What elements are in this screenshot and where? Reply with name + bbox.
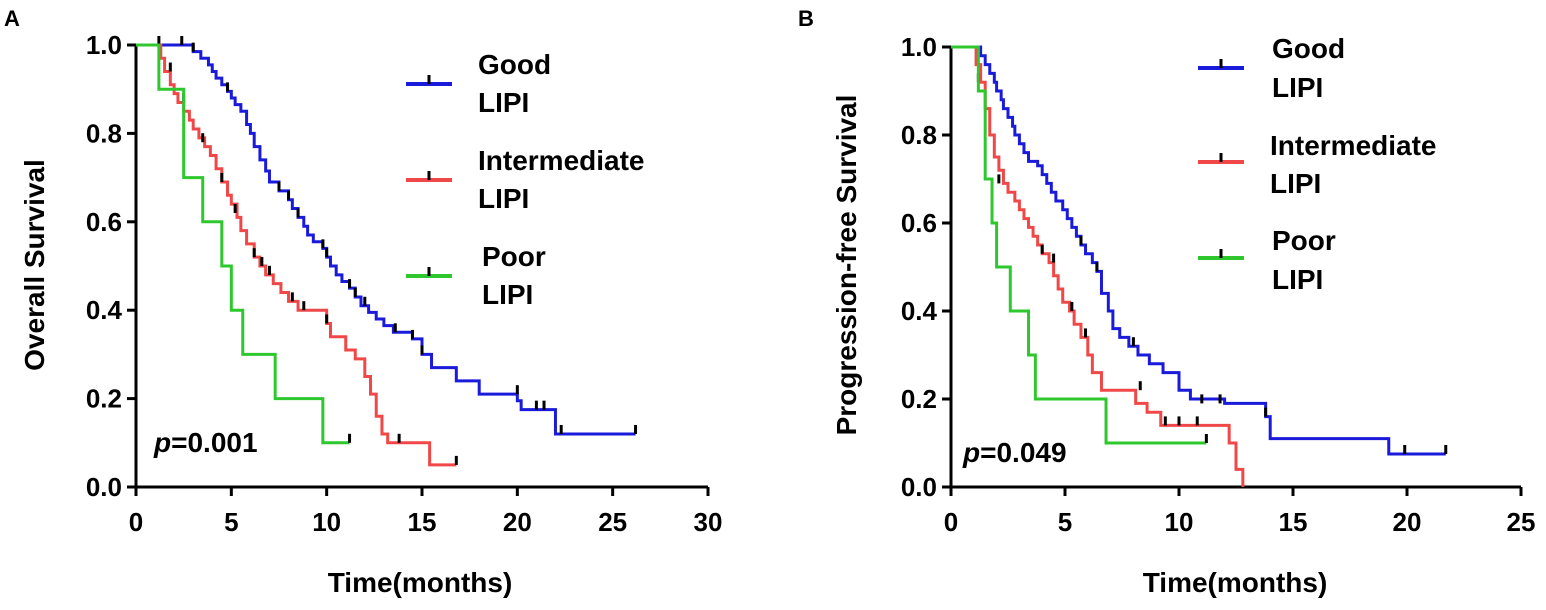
- legend-b-poor-label-2: LIPI: [1272, 264, 1323, 295]
- panel-b-xlabel: Time(months): [1143, 567, 1328, 598]
- legend-a-poor-label-2: LIPI: [482, 279, 533, 310]
- panel-b-plot: 0.0 0.2 0.4 0.6 0.8 1.0 0 5 10 15 20 25: [901, 32, 1536, 537]
- panel-b-letter: B: [798, 6, 814, 31]
- y-tick-label: 0.2: [901, 384, 937, 414]
- legend-b-good-swatch: [1198, 59, 1244, 70]
- x-tick-label: 15: [408, 507, 437, 537]
- x-tick-label: 5: [224, 507, 238, 537]
- panel-a-ylabel: Overall Survival: [19, 159, 50, 371]
- legend-a-good-swatch: [406, 75, 452, 86]
- panel-b-p-label: p: [962, 437, 980, 468]
- x-tick-label: 5: [1058, 507, 1072, 537]
- panel-a-legend: Good LIPI Intermediate LIPI Poor LIPI: [406, 49, 645, 310]
- legend-a-good-label-1: Good: [478, 49, 551, 80]
- y-tick-label: 0.4: [86, 295, 123, 325]
- survival-curve-good: [951, 45, 1446, 456]
- x-tick-label: 25: [598, 507, 627, 537]
- legend-a-good-label-2: LIPI: [478, 87, 529, 118]
- legend-a-intermediate-label-1: Intermediate: [478, 145, 645, 176]
- survival-curve-poor: [136, 43, 350, 445]
- x-tick-label: 0: [129, 507, 143, 537]
- panel-a: A Overall Survival Time(months) 0.00.20.…: [4, 6, 722, 598]
- x-tick-label: 10: [312, 507, 341, 537]
- survival-curve-intermediate: [951, 45, 1245, 487]
- panel-b: B Progression-free Survival Time(months)…: [798, 6, 1535, 598]
- panel-b-p-value: =0.049: [980, 437, 1066, 468]
- x-tick-label: 15: [1279, 507, 1308, 537]
- y-tick-label: 0.0: [86, 472, 122, 502]
- legend-b-intermediate-label-2: LIPI: [1270, 168, 1321, 199]
- y-tick-label: 0.6: [901, 208, 937, 238]
- legend-b-poor-label-1: Poor: [1272, 225, 1336, 256]
- legend-b-poor-swatch: [1198, 249, 1244, 260]
- y-tick-label: 1.0: [86, 30, 122, 60]
- y-tick-label: 0.6: [86, 207, 122, 237]
- legend-b-good-label-1: Good: [1272, 33, 1345, 64]
- y-tick-label: 0.8: [901, 120, 937, 150]
- legend-a-intermediate-label-2: LIPI: [478, 183, 529, 214]
- survival-curve-good: [136, 43, 636, 436]
- y-tick-label: 0.0: [901, 472, 937, 502]
- x-tick-label: 0: [944, 507, 958, 537]
- x-tick-label: 30: [694, 507, 723, 537]
- panel-a-letter: A: [4, 6, 20, 31]
- x-tick-label: 20: [503, 507, 532, 537]
- legend-b-intermediate-label-1: Intermediate: [1270, 130, 1437, 161]
- legend-b-intermediate-swatch: [1198, 153, 1244, 164]
- legend-a-intermediate-swatch: [406, 171, 452, 182]
- legend-a-poor-label-1: Poor: [482, 241, 546, 272]
- y-tick-label: 1.0: [901, 32, 937, 62]
- panel-b-p-annotation: p=0.049: [962, 437, 1067, 468]
- panel-b-legend: Good LIPI Intermediate LIPI Poor LIPI: [1198, 33, 1437, 295]
- x-tick-label: 10: [1165, 507, 1194, 537]
- x-tick-label: 20: [1393, 507, 1422, 537]
- panel-b-ylabel: Progression-free Survival: [831, 95, 862, 436]
- panel-a-plot: 0.0 0.2 0.4 0.6 0.8 1.0 0 5 10 15 20 25 30: [86, 30, 723, 537]
- survival-curve-poor: [951, 45, 1207, 445]
- y-tick-label: 0.4: [901, 296, 938, 326]
- panel-a-p-value: =0.001: [171, 427, 257, 458]
- legend-a-poor-swatch: [406, 267, 452, 278]
- panel-a-p-annotation: p=0.001: [153, 427, 258, 458]
- panel-a-p-label: p: [153, 427, 171, 458]
- y-tick-label: 0.2: [86, 384, 122, 414]
- panel-a-xlabel: Time(months): [328, 567, 513, 598]
- legend-b-good-label-2: LIPI: [1272, 72, 1323, 103]
- x-tick-label: 25: [1507, 507, 1536, 537]
- y-tick-label: 0.8: [86, 118, 122, 148]
